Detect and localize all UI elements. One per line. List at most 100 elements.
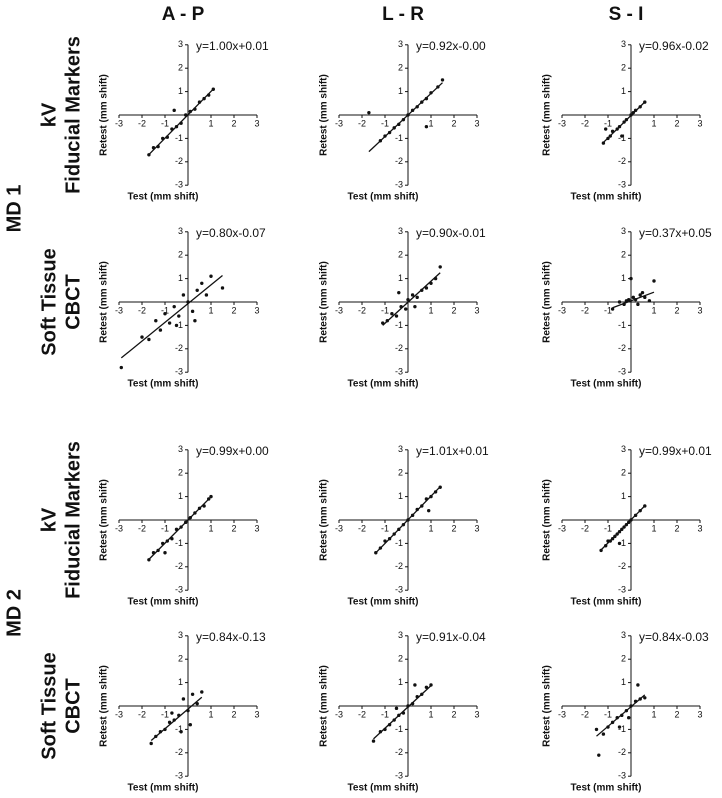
y-tick-label: 3 [178, 630, 183, 640]
point [615, 716, 619, 720]
point [154, 734, 158, 739]
x-tick-label: -3 [115, 523, 123, 533]
y-tick-label: 1 [621, 677, 626, 687]
y-tick-label: 2 [398, 654, 403, 664]
x-tick-label: 3 [474, 118, 479, 128]
x-tick-label: -1 [161, 709, 169, 719]
point [163, 727, 167, 732]
scatter-plot: -3 -2 -1 1 2 3 -3 -2 -1 1 2 3 Test (mm shift) Retest … [542, 444, 712, 608]
point [202, 504, 206, 508]
y-tick-label: -2 [618, 561, 626, 571]
x-tick-label: -3 [558, 305, 566, 315]
point [633, 297, 638, 302]
point [190, 692, 195, 696]
point [172, 718, 176, 722]
point [606, 136, 610, 141]
y-tick-label: -3 [395, 367, 403, 377]
y-tick-label: 1 [398, 677, 403, 687]
point [631, 110, 635, 115]
point [633, 699, 638, 704]
point [406, 113, 410, 117]
point [617, 530, 622, 534]
y-tick-label: 2 [398, 63, 403, 73]
point [622, 120, 626, 124]
row-label: CBCT [62, 678, 84, 734]
x-tick-label: -1 [381, 709, 389, 719]
point [186, 300, 190, 304]
scatter-plot: -3 -2 -1 1 2 3 -3 -2 -1 1 2 3 Test (mm shift) Retest … [99, 226, 266, 390]
point [429, 683, 433, 687]
x-tick-label: 2 [231, 305, 236, 315]
point [643, 504, 647, 508]
x-tick-label: 2 [674, 709, 679, 719]
point [401, 117, 406, 122]
point [640, 290, 645, 295]
y-tick-label: 2 [178, 63, 183, 73]
group-label: MD 1 [3, 185, 25, 233]
point [629, 518, 633, 522]
point [620, 527, 624, 532]
y-tick-label: 3 [178, 444, 183, 454]
fit-equation: y=0.99x+0.00 [196, 444, 269, 458]
point [436, 85, 440, 89]
point [186, 708, 190, 713]
y-axis-title: Retest (mm shift) [99, 74, 110, 156]
point [179, 525, 183, 529]
y-tick-label: -2 [175, 561, 183, 571]
point [397, 527, 401, 532]
point [397, 713, 401, 718]
point [633, 108, 638, 113]
point [647, 299, 652, 303]
point [383, 134, 387, 138]
x-tick-label: 1 [208, 305, 213, 315]
fit-line [120, 275, 223, 359]
point [624, 708, 629, 713]
point [633, 513, 638, 518]
x-tick-label: 2 [231, 523, 236, 533]
x-tick-label: 2 [231, 709, 236, 719]
point [643, 295, 647, 300]
y-tick-label: -2 [175, 343, 183, 353]
y-tick-label: 2 [621, 250, 626, 260]
point [624, 522, 629, 527]
x-tick-label: -1 [604, 523, 612, 533]
point [413, 683, 417, 687]
point [177, 713, 181, 718]
x-tick-label: 2 [674, 523, 679, 533]
x-tick-label: 1 [651, 305, 656, 315]
point [156, 144, 160, 149]
point [610, 537, 615, 541]
x-tick-label: 1 [428, 118, 433, 128]
point [165, 135, 169, 139]
point [401, 522, 406, 527]
y-tick-label: -2 [618, 343, 626, 353]
point [193, 107, 197, 111]
point [197, 100, 202, 104]
point [406, 518, 410, 522]
y-tick-label: 1 [178, 677, 183, 687]
point [193, 511, 197, 515]
x-tick-label: 3 [254, 709, 259, 719]
y-tick-label: -2 [395, 561, 403, 571]
y-tick-label: -2 [618, 156, 626, 166]
x-tick-label: 1 [208, 118, 213, 128]
y-axis-title: Retest (mm shift) [542, 665, 553, 747]
fit-line [382, 272, 441, 326]
y-tick-label: -3 [395, 180, 403, 190]
point [209, 274, 213, 278]
y-tick-label: 2 [178, 468, 183, 478]
y-tick-label: 2 [621, 63, 626, 73]
x-tick-label: 3 [697, 709, 702, 719]
point [163, 551, 167, 555]
scatter-plot: -3 -2 -1 1 2 3 -3 -2 -1 1 2 3 Test (mm shift) Retest … [99, 444, 269, 608]
point [367, 110, 371, 115]
y-tick-label: 1 [398, 86, 403, 96]
scatter-plot: -3 -2 -1 1 2 3 -3 -2 -1 1 2 3 Test (mm shift) Retest … [99, 39, 269, 203]
y-tick-label: -2 [395, 156, 403, 166]
point [415, 694, 419, 699]
x-tick-label: -1 [161, 523, 169, 533]
point [610, 720, 615, 725]
point [378, 730, 383, 734]
point [406, 704, 410, 708]
y-tick-label: 2 [398, 468, 403, 478]
